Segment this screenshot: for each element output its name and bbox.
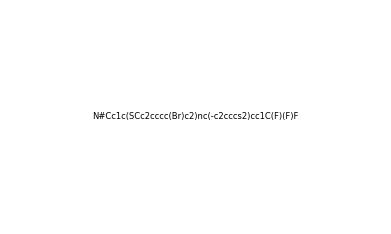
Text: N#Cc1c(SCc2cccc(Br)c2)nc(-c2cccs2)cc1C(F)(F)F: N#Cc1c(SCc2cccc(Br)c2)nc(-c2cccs2)cc1C(F…: [92, 113, 298, 121]
